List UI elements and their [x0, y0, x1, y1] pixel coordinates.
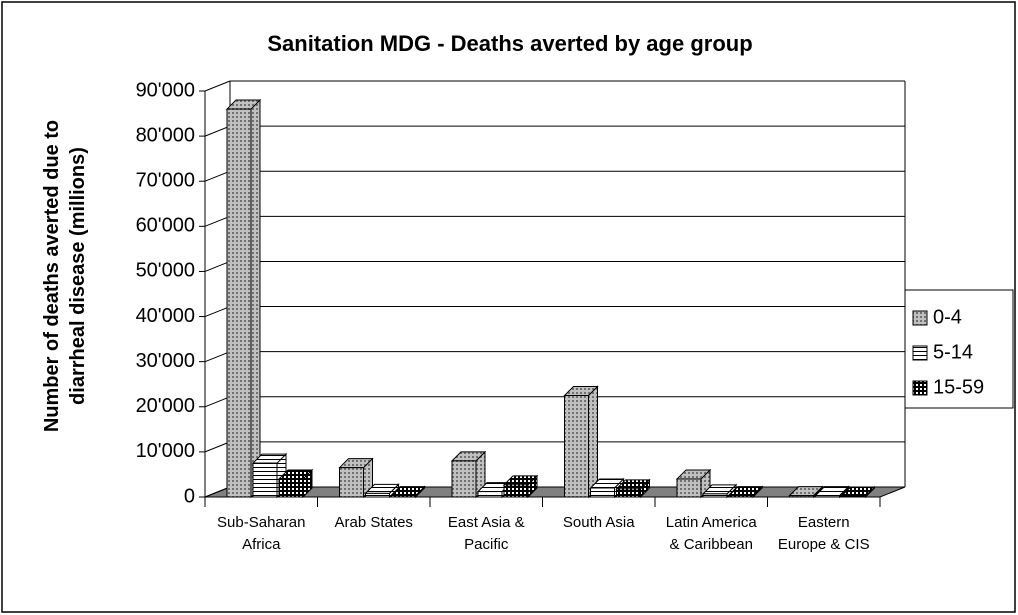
bar [365, 492, 390, 498]
y-tick-label: 40'000 [136, 305, 195, 327]
bar [616, 488, 641, 498]
bar-group [727, 485, 764, 499]
legend-swatch [912, 345, 928, 361]
x-tick-label: East Asia & Pacific [447, 514, 525, 553]
bar [278, 478, 304, 498]
chart-title: Sanitation MDG - Deaths averted by age g… [267, 31, 752, 56]
bar-group [277, 468, 314, 499]
legend-label: 5-14 [933, 341, 973, 363]
bar-group [814, 485, 850, 499]
bar [789, 495, 814, 498]
bar [815, 495, 840, 498]
y-tick-label: 20'000 [136, 395, 195, 417]
y-tick-label: 90'000 [136, 79, 195, 101]
x-tick-label: Eastern Europe & CIS [777, 514, 870, 553]
bar-group [502, 474, 539, 499]
bar-side [588, 385, 598, 499]
grid-line [204, 260, 231, 272]
bar-group [615, 478, 651, 499]
legend-label: 15-59 [933, 376, 984, 398]
bar [590, 487, 615, 498]
y-tick-label: 70'000 [136, 170, 195, 192]
y-tick-label: 10'000 [136, 440, 195, 462]
bar [841, 495, 866, 498]
bar [391, 495, 416, 498]
grid-line [204, 441, 231, 453]
grid-line [204, 396, 231, 408]
y-tick-label: 80'000 [136, 124, 195, 146]
bar-side [250, 98, 261, 499]
bar [564, 395, 589, 498]
bar [503, 484, 529, 498]
bar [728, 495, 754, 498]
bar-group [225, 98, 262, 499]
bar [477, 491, 503, 498]
legend-label: 0-4 [933, 306, 962, 328]
grid-line [204, 215, 231, 227]
legend-swatch [912, 380, 928, 396]
bar [226, 108, 252, 498]
bar-group [251, 452, 288, 499]
bar-group [338, 457, 374, 499]
bar [676, 478, 702, 498]
grid-line [204, 125, 231, 137]
y-tick-label: 30'000 [136, 350, 195, 372]
y-tick-label: 60'000 [136, 215, 195, 237]
bar-group [701, 483, 738, 499]
x-tick-label: Arab States [334, 514, 413, 531]
y-tick-label: 50'000 [136, 260, 195, 282]
legend-swatch [912, 310, 928, 326]
grid-line [204, 170, 231, 182]
bar-group [450, 450, 487, 499]
bar-group [390, 485, 426, 499]
bar-group [364, 483, 400, 499]
x-tick-label: Sub-Saharan Africa [217, 514, 306, 553]
bar [451, 460, 477, 498]
bar-group [563, 385, 599, 499]
bar [702, 493, 728, 498]
x-tick-label: South Asia [562, 514, 635, 531]
y-axis-label: Number of deaths averted due to diarrhea… [41, 119, 89, 433]
y-tick-label: 0 [184, 485, 195, 507]
bar [339, 467, 364, 498]
bar [252, 462, 278, 498]
grid-line [204, 306, 231, 318]
bar-group [840, 485, 876, 499]
grid-line [204, 486, 231, 498]
x-tick-label: Latin America & Caribbean [665, 514, 757, 553]
grid-line [204, 351, 231, 363]
grid-line [204, 80, 231, 92]
bar-group [788, 485, 824, 499]
